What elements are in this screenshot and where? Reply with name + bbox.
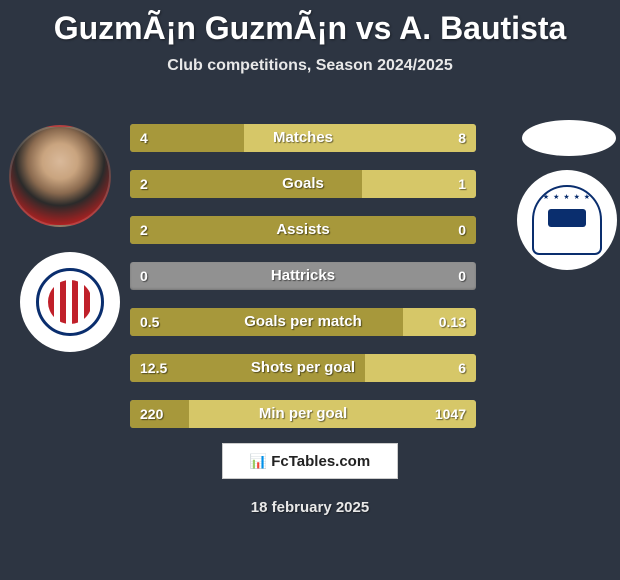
- player1-club-badge: [20, 252, 120, 352]
- footer-brand-text: FcTables.com: [271, 453, 370, 470]
- stat-row: Matches48: [130, 124, 476, 152]
- page-subtitle: Club competitions, Season 2024/2025: [0, 57, 620, 75]
- page-title: GuzmÃ¡n GuzmÃ¡n vs A. Bautista: [0, 0, 620, 47]
- stat-bar-left: [130, 124, 244, 152]
- stat-row: Goals21: [130, 170, 476, 198]
- stat-row: Assists20: [130, 216, 476, 244]
- stat-value-right: 0: [458, 262, 466, 290]
- stat-row: Goals per match0.50.13: [130, 308, 476, 336]
- stat-bar-right: [362, 170, 476, 198]
- stat-row: Shots per goal12.56: [130, 354, 476, 382]
- stat-row: Hattricks0 0: [130, 262, 476, 290]
- stat-bar-left: [130, 400, 189, 428]
- stat-bar-right: [189, 400, 476, 428]
- player1-avatar: [9, 125, 111, 227]
- stat-bar-right: [403, 308, 476, 336]
- stat-value-left: 0: [140, 262, 148, 290]
- stat-bar-left: [130, 354, 365, 382]
- footer-brand-logo: 📊 FcTables.com: [222, 443, 398, 479]
- player2-club-badge: ★ ★ ★ ★ ★: [517, 170, 617, 270]
- player2-oval: [522, 120, 616, 156]
- stat-bar-right: [365, 354, 476, 382]
- stat-label: Hattricks: [130, 262, 476, 290]
- stat-bar-right: [244, 124, 476, 152]
- stat-row: Min per goal2201047: [130, 400, 476, 428]
- footer-date: 18 february 2025: [251, 499, 369, 516]
- stat-bar-left: [130, 308, 403, 336]
- stat-bar-left: [130, 170, 362, 198]
- chart-icon: 📊: [250, 453, 267, 470]
- stats-bars-container: Matches48 Goals21 Assists20 Hattricks0 0 Goal…: [130, 124, 476, 446]
- stat-bar-left: [130, 216, 476, 244]
